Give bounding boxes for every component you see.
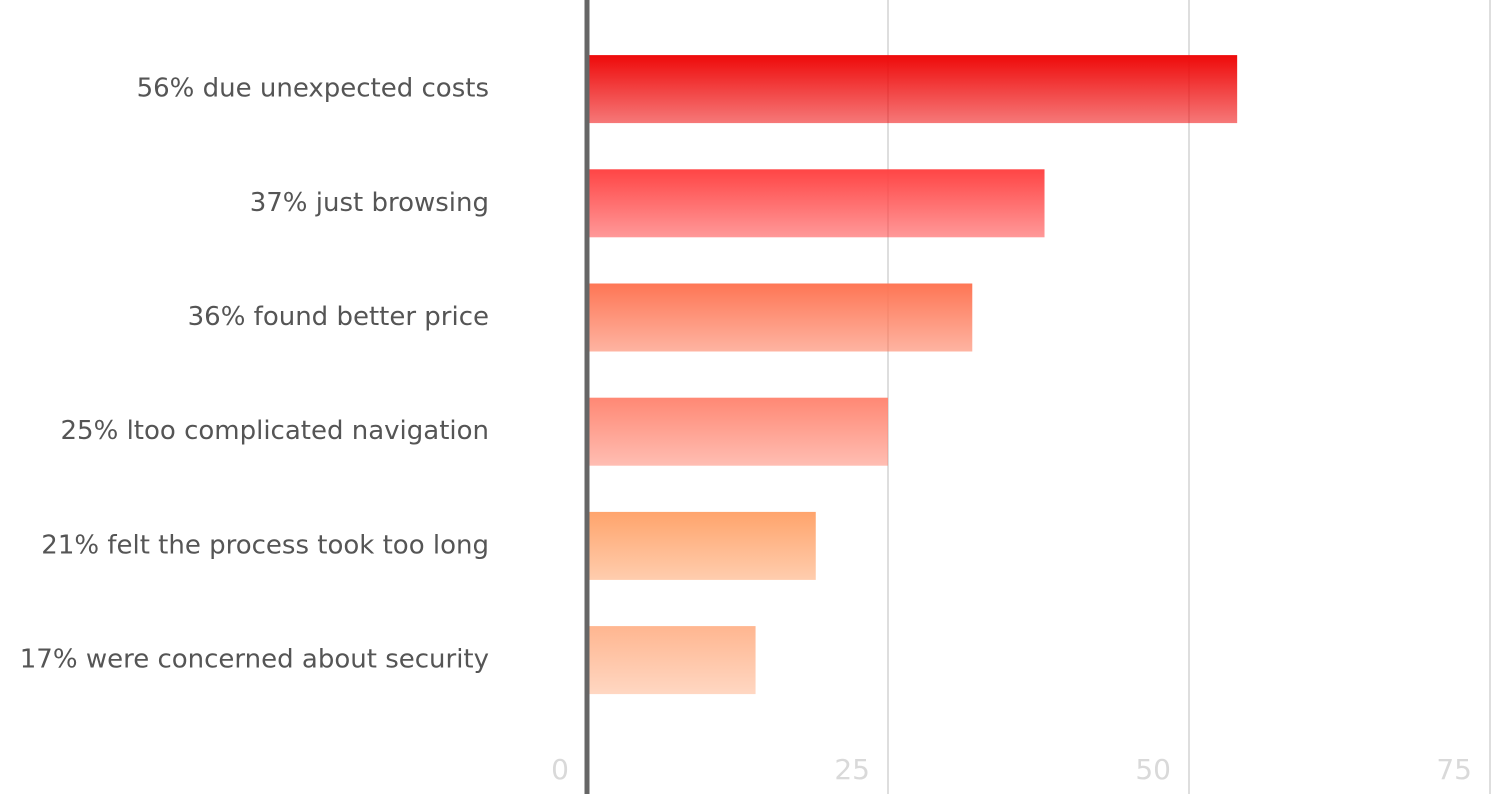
bars — [589, 55, 1238, 695]
x-tick-label: 25 — [834, 753, 870, 786]
labels: 0 25 50 75 56% due unexpected costs 37% just … — [20, 74, 1472, 786]
x-tick-label: 50 — [1135, 753, 1171, 786]
bar — [589, 283, 973, 352]
bar — [589, 169, 1045, 238]
category-label: 56% due unexpected costs — [137, 74, 489, 104]
category-label: 21% felt the process took too long — [41, 530, 489, 560]
category-label: 36% found better price — [188, 302, 489, 332]
category-label: 37% just browsing — [250, 188, 489, 218]
x-tick-label: 0 — [551, 753, 569, 786]
x-tick-label: 75 — [1436, 753, 1472, 786]
category-label: 17% were concerned about security — [20, 645, 489, 675]
bar — [589, 397, 888, 466]
bar — [589, 55, 1238, 124]
category-label: 25% ltoo complicated navigation — [61, 416, 489, 446]
bar — [589, 511, 816, 580]
bar — [589, 626, 756, 695]
